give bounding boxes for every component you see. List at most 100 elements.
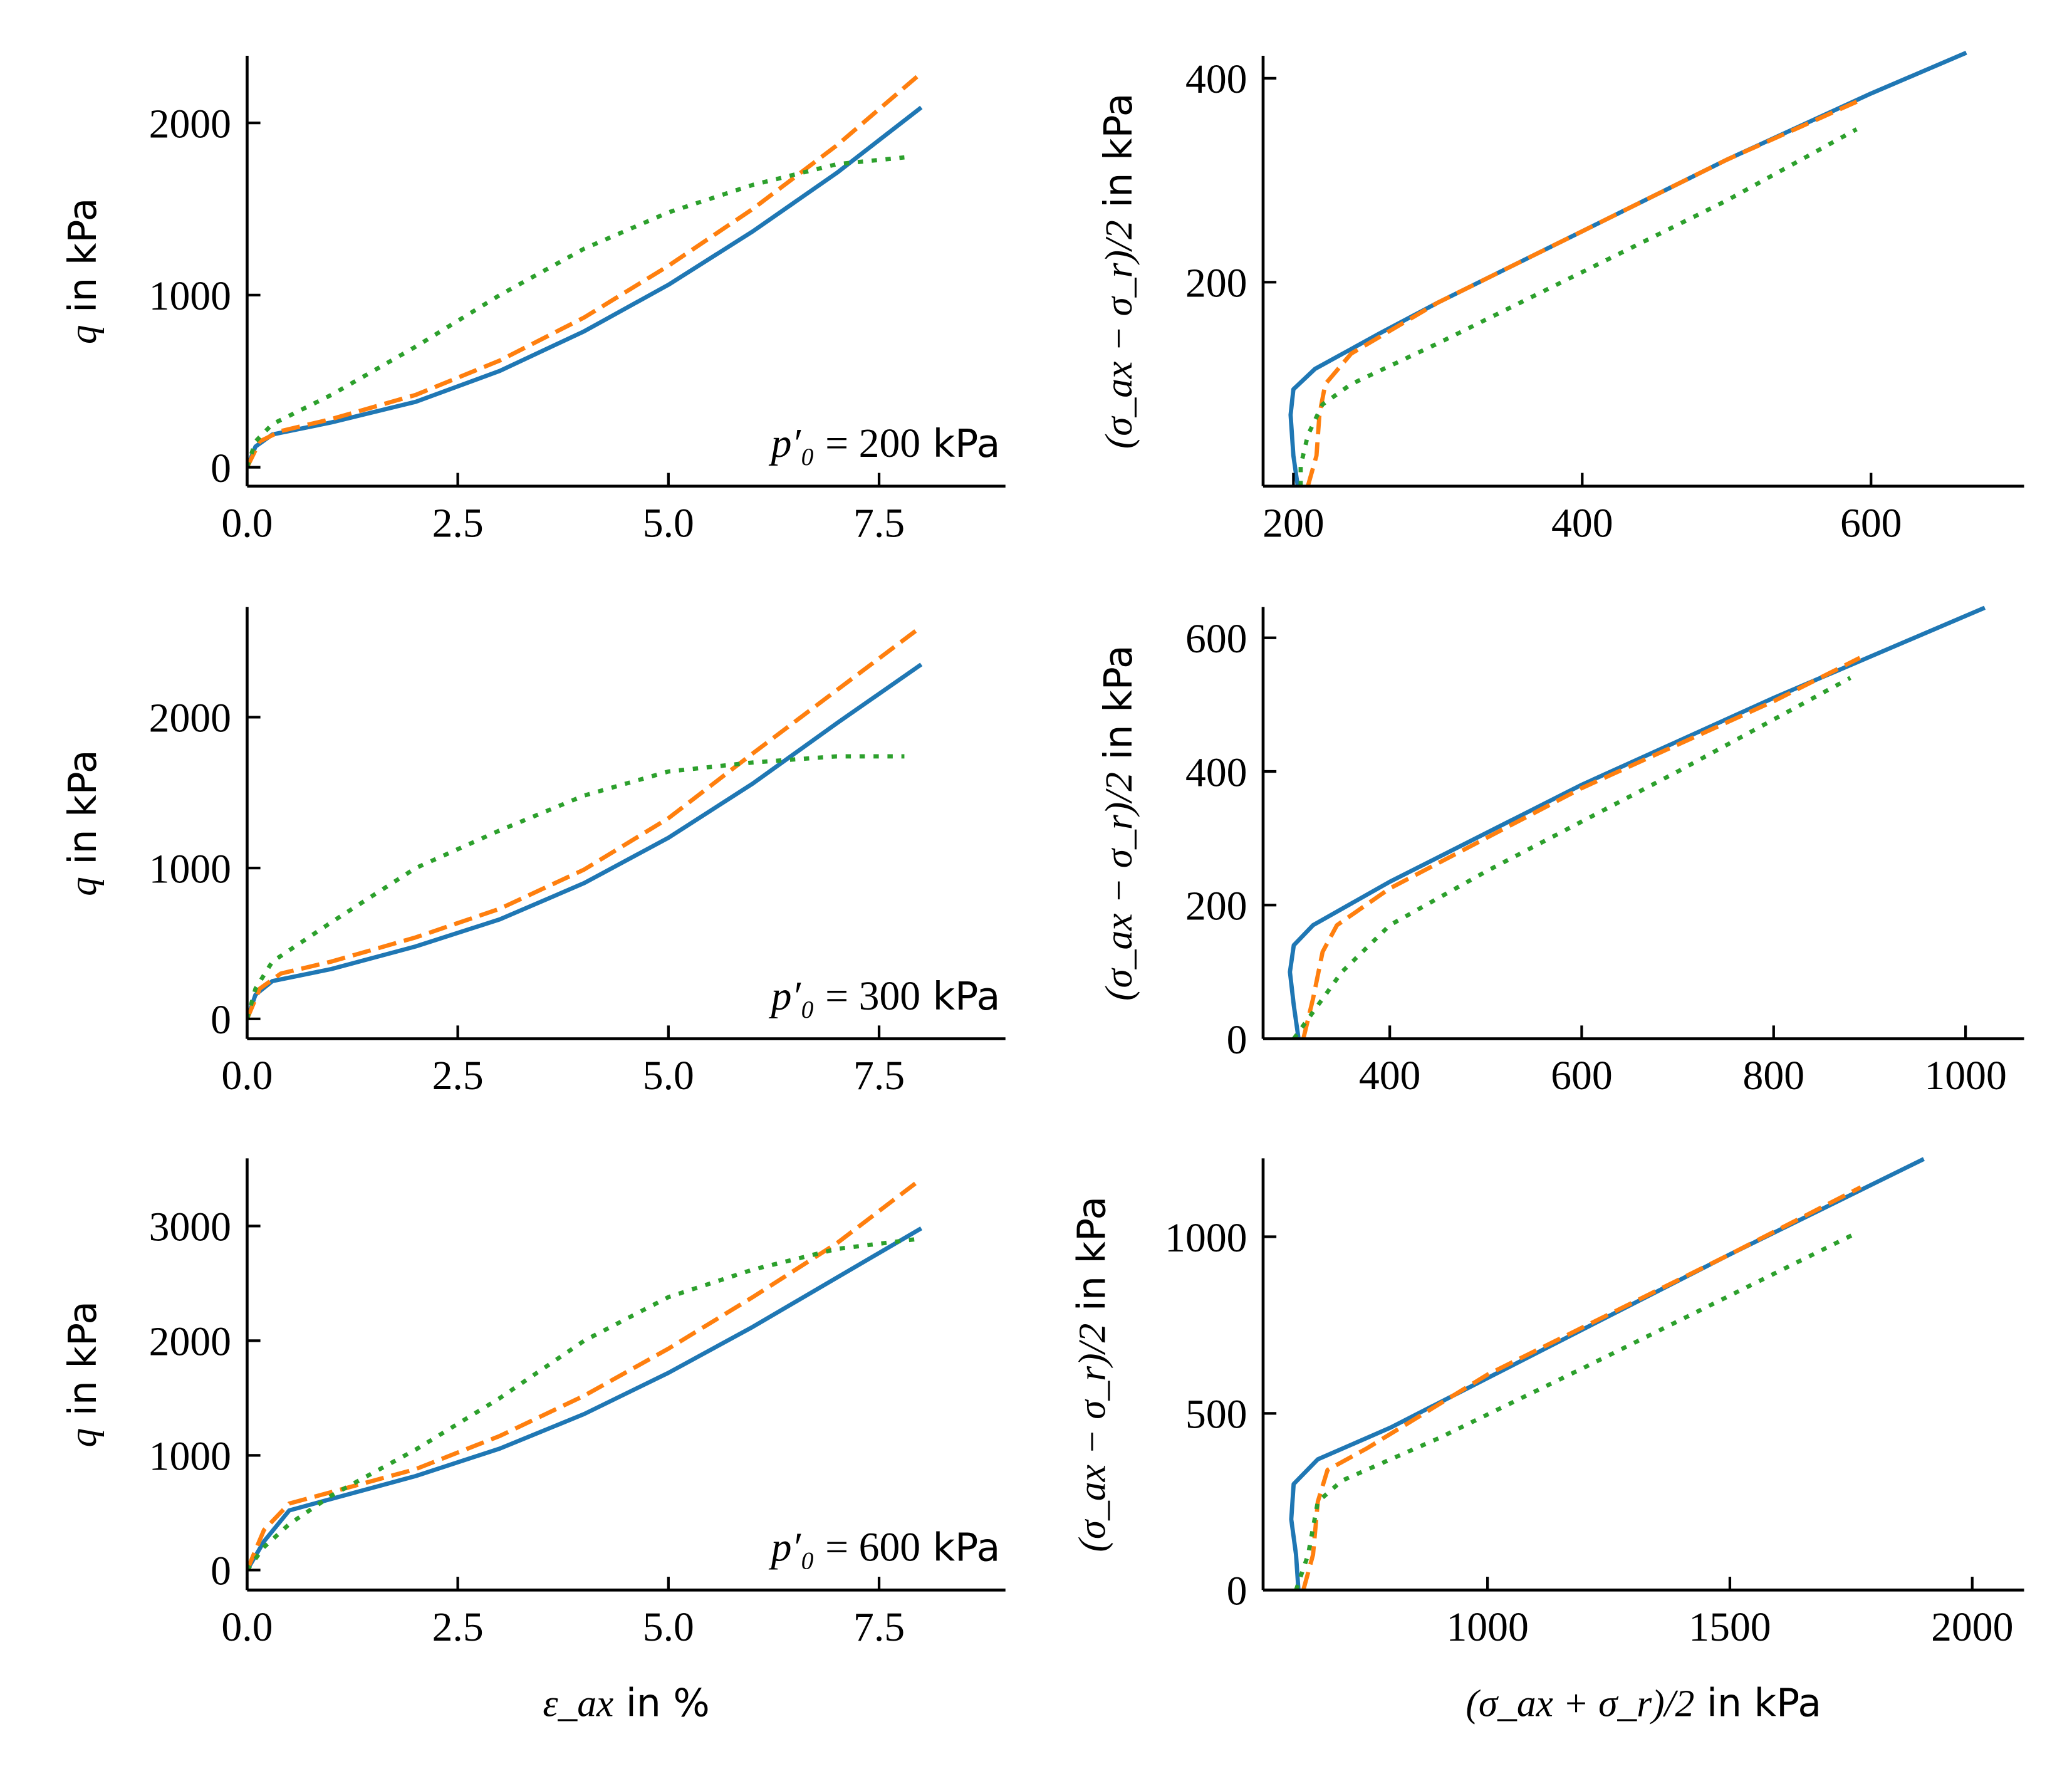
x-tick-label: 5.0 [643, 1053, 694, 1099]
initial-pressure-annotation: p′₀ = 600 kPa [769, 1525, 1001, 1570]
y-tick-label: 1000 [1165, 1215, 1247, 1261]
y-tick-label: 1000 [149, 1434, 231, 1480]
y-tick-label: 2000 [149, 1319, 231, 1365]
panel-row2-right: 400 600 800 1000 0 200 400 600 (σ_ax − σ_r)/2 in… [1096, 605, 2024, 1099]
y-axis-label-unit: in kPa [1096, 645, 1141, 772]
series-line-model_b [247, 625, 923, 1020]
series-line-model_a [1288, 605, 1986, 1039]
y-tick-label: 0 [211, 997, 231, 1043]
x-tick-label: 7.5 [853, 500, 905, 546]
annotation-unit: kPa [920, 974, 1000, 1019]
annotation-value: = 200 [815, 420, 920, 466]
x-tick-label: 7.5 [853, 1604, 905, 1650]
series-line-model_a [1289, 1157, 1925, 1591]
x-axis-label: (σ_ax + σ_r)/2 in kPa [1465, 1681, 1821, 1726]
y-tick-label: 0 [1227, 1569, 1247, 1614]
y-tick-label: 2000 [149, 696, 231, 741]
y-axis-label-unit: in kPa [1096, 93, 1141, 221]
y-axis-label: q in kPa [61, 1301, 105, 1447]
y-tick-label: 400 [1185, 56, 1247, 102]
y-tick-label: 0 [211, 446, 231, 491]
y-tick-label: 200 [1185, 884, 1247, 929]
series-line-model_c [247, 155, 905, 468]
y-tick-label: 3000 [149, 1204, 231, 1250]
series-line-model_b [1301, 656, 1861, 1039]
x-tick-label: 5.0 [643, 1604, 694, 1650]
y-tick-label: 0 [211, 1549, 231, 1594]
series-line-model_c [1298, 127, 1858, 486]
y-axis-label: (σ_ax − σ_r)/2 in kPa [1096, 645, 1141, 1001]
x-tick-label: 2.5 [432, 1053, 484, 1099]
panel-row3-left: 0.0 2.5 5.0 7.5 0 1000 2000 3000 q in kPa ε_ax in… [61, 1158, 1006, 1726]
panel-row1-left: 0.0 2.5 5.0 7.5 0 1000 2000 q in kPa p′₀ = 200 k… [61, 56, 1006, 546]
x-tick-label: 600 [1840, 500, 1902, 546]
series-line-model_b [247, 1177, 923, 1571]
annotation-value: = 300 [815, 973, 920, 1019]
y-tick-label: 200 [1185, 261, 1247, 306]
x-tick-label: 1000 [1924, 1053, 2006, 1099]
x-tick-label: 7.5 [853, 1053, 905, 1099]
y-axis-label-unit: in kPa [61, 198, 105, 325]
y-axis-label: q in kPa [61, 198, 105, 344]
x-tick-label: 0.0 [221, 500, 273, 546]
y-tick-label: 600 [1185, 616, 1247, 662]
annotation-symbol: p′₀ [769, 973, 815, 1019]
y-tick-label: 1000 [149, 846, 231, 892]
series-line-model_c [247, 1236, 922, 1572]
x-tick-label: 800 [1743, 1053, 1805, 1099]
y-axis-label-unit: in kPa [61, 750, 105, 877]
x-axis-label: ε_ax in % [543, 1681, 710, 1726]
y-axis-label: q in kPa [61, 750, 105, 896]
series-line-model_a [1288, 51, 1967, 486]
series-line-model_b [1306, 97, 1865, 486]
series-line-model_a [247, 1226, 923, 1572]
annotation-unit: kPa [920, 1526, 1000, 1570]
x-tick-label: 2.5 [432, 1604, 484, 1650]
y-axis-label-math: q [62, 877, 105, 896]
y-axis-label-unit: in kPa [1070, 1196, 1115, 1324]
x-tick-label: 1000 [1446, 1604, 1528, 1650]
series-line-model_c [1294, 1231, 1857, 1591]
series-line-model_b [1301, 1185, 1862, 1591]
y-axis-label-math: q [62, 325, 105, 344]
y-tick-label: 1000 [149, 273, 231, 319]
annotation-unit: kPa [920, 422, 1000, 466]
y-axis-label-unit: in kPa [61, 1301, 105, 1428]
y-tick-label: 400 [1185, 750, 1247, 795]
annotation-symbol: p′₀ [769, 1525, 815, 1570]
initial-pressure-annotation: p′₀ = 300 kPa [769, 973, 1001, 1019]
y-axis-label-math: (σ_ax − σ_r)/2 [1098, 220, 1140, 449]
x-axis-label-math: (σ_ax + σ_r)/2 [1465, 1683, 1694, 1725]
x-tick-label: 200 [1262, 500, 1325, 546]
y-axis-label-math: q [62, 1428, 105, 1448]
x-tick-label: 400 [1359, 1053, 1421, 1099]
x-tick-label: 0.0 [221, 1053, 273, 1099]
x-tick-label: 400 [1551, 500, 1613, 546]
annotation-value: = 600 [815, 1525, 920, 1570]
annotation-symbol: p′₀ [769, 420, 815, 466]
y-axis-label-math: (σ_ax − σ_r)/2 [1071, 1324, 1114, 1552]
x-tick-label: 600 [1551, 1053, 1613, 1099]
x-tick-label: 2.5 [432, 500, 484, 546]
x-axis-label-unit: in % [613, 1681, 710, 1726]
series-line-model_a [247, 662, 923, 1020]
x-tick-label: 1500 [1689, 1604, 1771, 1650]
y-tick-label: 0 [1227, 1017, 1247, 1063]
series-line-model_c [247, 754, 905, 1020]
y-tick-label: 2000 [149, 101, 231, 147]
initial-pressure-annotation: p′₀ = 200 kPa [769, 420, 1001, 466]
y-axis-label-math: (σ_ax − σ_r)/2 [1098, 772, 1140, 1001]
x-tick-label: 2000 [1931, 1604, 2013, 1650]
y-axis-label: (σ_ax − σ_r)/2 in kPa [1096, 93, 1141, 449]
series-line-model_c [1292, 676, 1851, 1039]
panel-row1-right: 200 400 600 200 400 (σ_ax − σ_r)/2 in kPa [1096, 51, 2024, 546]
x-axis-label-unit: in kPa [1694, 1681, 1821, 1726]
panel-row2-left: 0.0 2.5 5.0 7.5 0 1000 2000 q in kPa p′₀ = 300 k… [61, 607, 1006, 1099]
series-line-model_b [247, 71, 923, 468]
x-tick-label: 5.0 [643, 500, 694, 546]
x-tick-label: 0.0 [221, 1604, 273, 1650]
x-axis-label-math: ε_ax [543, 1683, 613, 1725]
y-axis-label: (σ_ax − σ_r)/2 in kPa [1070, 1196, 1115, 1552]
y-tick-label: 500 [1185, 1392, 1247, 1438]
